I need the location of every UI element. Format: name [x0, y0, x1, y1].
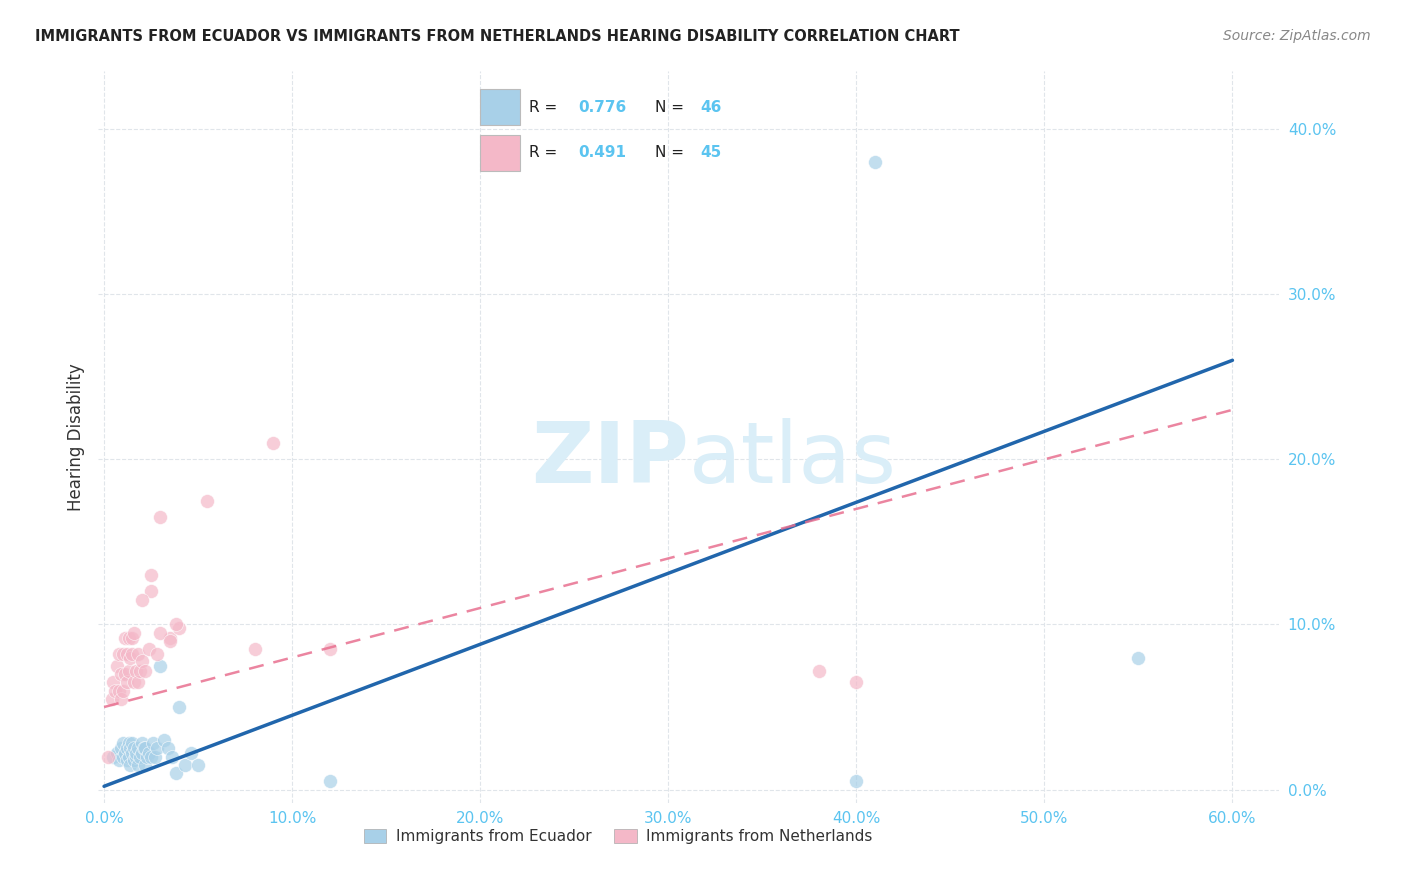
Point — [160, 749, 183, 764]
Point — [169, 700, 191, 714]
Point — [128, 664, 150, 678]
Point — [319, 642, 342, 657]
Point — [127, 741, 149, 756]
Point — [115, 741, 138, 756]
Point — [117, 736, 139, 750]
Text: ZIP: ZIP — [531, 417, 689, 500]
Point — [103, 749, 125, 764]
Point — [122, 625, 145, 640]
Point — [115, 647, 138, 661]
Point — [131, 654, 153, 668]
Point — [108, 753, 131, 767]
Point — [122, 753, 145, 767]
Point — [136, 749, 159, 764]
Point — [243, 642, 266, 657]
Point — [121, 736, 143, 750]
Point — [111, 647, 134, 661]
Point — [122, 675, 145, 690]
Point — [105, 746, 128, 760]
Point — [159, 631, 181, 645]
Text: Source: ZipAtlas.com: Source: ZipAtlas.com — [1223, 29, 1371, 43]
Point — [197, 493, 219, 508]
Point — [117, 631, 139, 645]
Point — [100, 691, 122, 706]
Point — [110, 667, 132, 681]
Point — [121, 746, 143, 760]
Point — [121, 647, 143, 661]
Point — [128, 749, 150, 764]
Point — [111, 749, 134, 764]
Point — [103, 675, 125, 690]
Point — [187, 757, 209, 772]
Point — [845, 774, 868, 789]
Point — [125, 746, 148, 760]
Point — [114, 667, 136, 681]
Point — [114, 631, 136, 645]
Point — [131, 592, 153, 607]
Point — [131, 746, 153, 760]
Point — [262, 435, 284, 450]
Point — [134, 664, 156, 678]
Text: IMMIGRANTS FROM ECUADOR VS IMMIGRANTS FROM NETHERLANDS HEARING DISABILITY CORREL: IMMIGRANTS FROM ECUADOR VS IMMIGRANTS FR… — [35, 29, 960, 44]
Point — [108, 647, 131, 661]
Point — [104, 683, 127, 698]
Point — [138, 746, 160, 760]
Point — [807, 664, 830, 678]
Point — [108, 683, 131, 698]
Point — [127, 757, 149, 772]
Point — [122, 741, 145, 756]
Point — [180, 746, 202, 760]
Point — [145, 647, 167, 661]
Point — [131, 736, 153, 750]
Point — [156, 741, 179, 756]
Point — [121, 631, 143, 645]
Point — [110, 691, 132, 706]
Point — [125, 749, 148, 764]
Point — [153, 733, 176, 747]
Point — [165, 766, 187, 780]
Point — [1128, 650, 1150, 665]
Point — [138, 642, 160, 657]
Point — [115, 753, 138, 767]
Point — [111, 683, 134, 698]
Point — [319, 774, 342, 789]
Point — [127, 675, 149, 690]
Point — [139, 584, 162, 599]
Legend: Immigrants from Ecuador, Immigrants from Netherlands: Immigrants from Ecuador, Immigrants from… — [357, 822, 879, 850]
Point — [132, 741, 155, 756]
Point — [139, 749, 162, 764]
Point — [143, 749, 166, 764]
Point — [145, 741, 167, 756]
Point — [117, 664, 139, 678]
Point — [159, 634, 181, 648]
Point — [863, 155, 886, 169]
Point — [115, 675, 138, 690]
Point — [120, 741, 142, 756]
Point — [117, 749, 139, 764]
Point — [149, 625, 172, 640]
Point — [120, 757, 142, 772]
Y-axis label: Hearing Disability: Hearing Disability — [66, 363, 84, 511]
Point — [105, 658, 128, 673]
Point — [97, 749, 120, 764]
Point — [134, 757, 156, 772]
Point — [134, 741, 156, 756]
Point — [127, 647, 149, 661]
Point — [169, 621, 191, 635]
Text: atlas: atlas — [689, 417, 897, 500]
Point — [149, 658, 172, 673]
Point — [174, 757, 197, 772]
Point — [110, 741, 132, 756]
Point — [125, 664, 148, 678]
Point — [165, 617, 187, 632]
Point — [111, 736, 134, 750]
Point — [845, 675, 868, 690]
Point — [142, 736, 165, 750]
Point — [120, 650, 142, 665]
Point — [114, 746, 136, 760]
Point — [139, 568, 162, 582]
Point — [149, 510, 172, 524]
